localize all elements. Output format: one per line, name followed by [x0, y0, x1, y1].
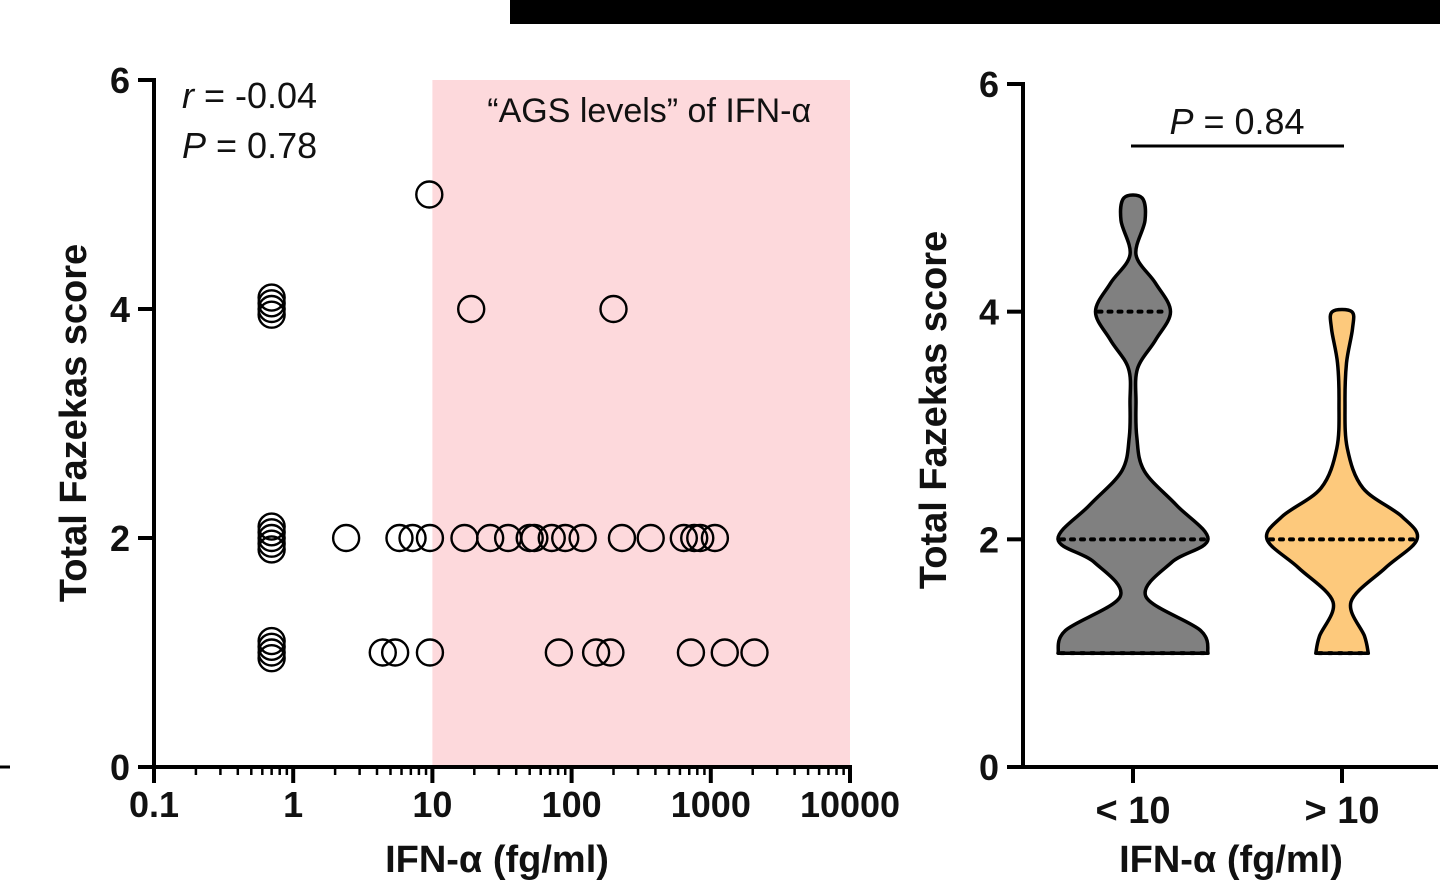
scatter-x-tick-label: 10 — [412, 784, 452, 825]
scatter-point — [551, 523, 580, 553]
violin-y-tick-label: 0 — [979, 747, 999, 788]
scatter-x-tick-label: 100 — [542, 784, 602, 825]
scatter-point — [457, 294, 486, 324]
scatter-point — [415, 523, 445, 553]
scatter-point — [415, 180, 444, 209]
violin-high — [1264, 307, 1420, 655]
scatter-point — [257, 644, 286, 673]
scatter-point — [257, 294, 286, 324]
scatter-point — [599, 294, 628, 324]
scatter-point — [257, 283, 286, 312]
scatter-point — [581, 638, 611, 667]
violin-chart: 0 2 4 6 < 10 > 10 P = 0.84 IFN-α (fg/ml) Tota… — [913, 64, 1438, 881]
scatter-point — [568, 523, 597, 553]
scatter-axes: 0 2 4 6 0.1 1 10 100 1000 10000 — [110, 60, 900, 825]
scatter-point — [257, 300, 286, 329]
p-annotation: P = 0.78 — [182, 125, 317, 166]
scatter-x-tick-label: 10000 — [800, 784, 900, 825]
scatter-point — [257, 529, 286, 558]
scatter-point — [520, 523, 549, 553]
scatter-point — [686, 523, 715, 553]
scatter-point — [680, 523, 709, 553]
scatter-y-tick-label: 2 — [110, 518, 130, 559]
violin-axes: 0 2 4 6 < 10 > 10 — [979, 64, 1438, 832]
scatter-y-tick-label: 0 — [110, 747, 130, 788]
scatter-x-tick-label: 1 — [283, 784, 303, 825]
scatter-point — [257, 512, 286, 541]
scatter-point — [257, 632, 286, 661]
scatter-point — [385, 523, 414, 553]
scatter-x-tick-label: 1000 — [671, 784, 751, 825]
scatter-point — [257, 626, 286, 656]
scatter-point — [398, 523, 427, 553]
violin-low — [1056, 193, 1210, 655]
scatter-point — [710, 638, 739, 667]
ags-level-label: “AGS levels” of IFN-α — [487, 92, 811, 130]
scatter-point — [415, 638, 445, 667]
scatter-y-tick-label: 6 — [110, 60, 130, 101]
violin-x-tick-label: < 10 — [1095, 790, 1170, 832]
r-annotation: r = -0.04 — [182, 75, 317, 116]
scatter-point — [676, 638, 706, 667]
violin-y-axis-title: Total Fazekas score — [913, 231, 955, 589]
scatter-point — [700, 523, 730, 553]
scatter-point — [544, 638, 574, 667]
scatter-point — [257, 523, 286, 553]
scatter-point — [257, 535, 286, 564]
scatter-point — [380, 638, 410, 667]
ags-level-shaded-region — [432, 80, 850, 767]
scatter-y-tick-label: 4 — [110, 289, 130, 330]
scatter-point — [475, 523, 505, 553]
violin-x-tick-label: > 10 — [1304, 790, 1379, 832]
scatter-point — [636, 523, 665, 553]
scatter-chart: “AGS levels” of IFN-α 0 2 4 6 0.1 1 10 100 1000 1… — [53, 60, 900, 881]
scatter-y-axis-title: Total Fazekas score — [53, 244, 95, 602]
scatter-x-axis-title: IFN-α (fg/ml) — [385, 839, 609, 881]
violin-shapes — [1056, 193, 1420, 656]
scatter-point — [669, 523, 699, 553]
scatter-point — [607, 523, 637, 553]
scatter-point — [368, 638, 397, 667]
violin-x-axis-title: IFN-α (fg/ml) — [1119, 839, 1343, 881]
scatter-x-tick-label: 0.1 — [129, 784, 179, 825]
scatter-point — [257, 638, 286, 667]
scatter-point — [596, 638, 625, 667]
violin-y-tick-label: 4 — [979, 292, 999, 333]
scatter-point — [257, 518, 286, 547]
violin-y-tick-label: 6 — [979, 64, 999, 105]
top-image-strip — [510, 0, 1440, 24]
scatter-point — [740, 638, 769, 667]
scatter-point — [537, 523, 566, 553]
scatter-point — [257, 289, 286, 318]
violin-y-tick-label: 2 — [979, 519, 999, 560]
scatter-point — [331, 523, 361, 553]
violin-p-annotation: P = 0.84 — [1169, 101, 1304, 142]
scatter-points — [257, 180, 769, 673]
